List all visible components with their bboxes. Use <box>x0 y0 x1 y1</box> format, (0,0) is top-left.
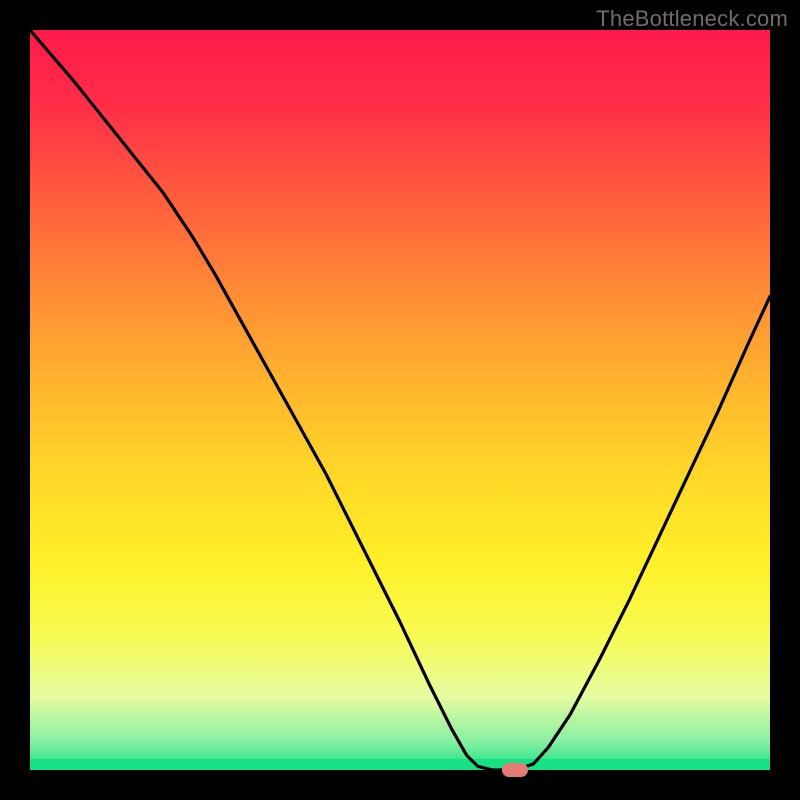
optimal-point-marker <box>502 763 528 777</box>
chart-stage: TheBottleneck.com <box>0 0 800 800</box>
curve-path <box>30 30 770 770</box>
bottleneck-curve <box>30 30 770 770</box>
plot-area <box>30 30 770 770</box>
watermark-label: TheBottleneck.com <box>596 6 788 32</box>
